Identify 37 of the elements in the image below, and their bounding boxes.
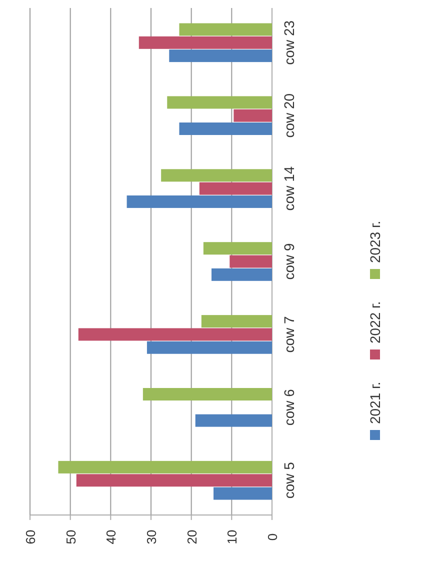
bar — [214, 487, 272, 500]
bar — [161, 169, 272, 182]
x-tick-label: 60 — [23, 530, 38, 544]
x-tick-label: 30 — [144, 530, 159, 544]
bar — [179, 23, 272, 36]
bar — [212, 268, 272, 281]
bar — [169, 50, 272, 62]
text: 2023 г. — [367, 220, 383, 263]
bar — [195, 414, 272, 427]
bar — [201, 315, 272, 328]
bar — [138, 36, 272, 49]
y-tick-label: cow 23 — [281, 20, 297, 65]
bar — [230, 255, 272, 268]
bar — [203, 242, 272, 255]
bar — [179, 122, 272, 136]
y-tick-label: cow 9 — [281, 243, 297, 280]
bar — [199, 182, 272, 195]
bar — [76, 474, 272, 487]
bar — [146, 341, 272, 354]
x-tick-label: 20 — [184, 530, 200, 544]
text: 2022 г. — [367, 301, 383, 344]
text: 2021 г. — [367, 382, 383, 424]
bar — [78, 328, 272, 341]
bar — [234, 109, 272, 122]
bar — [167, 96, 272, 109]
x-tick-label: 10 — [224, 530, 240, 544]
y-tick-label: cow 20 — [281, 93, 297, 138]
bar — [58, 460, 272, 474]
y-tick-label: cow 6 — [281, 388, 297, 426]
y-tick-label: cow 14 — [281, 166, 297, 211]
x-tick-label: 0 — [265, 533, 280, 541]
y-tick-label: cow 7 — [281, 316, 297, 353]
x-tick-label: 40 — [104, 530, 119, 544]
x-tick-label: 50 — [63, 530, 78, 544]
bar — [126, 195, 272, 208]
bar — [142, 388, 272, 400]
y-tick-label: cow 5 — [281, 462, 297, 499]
